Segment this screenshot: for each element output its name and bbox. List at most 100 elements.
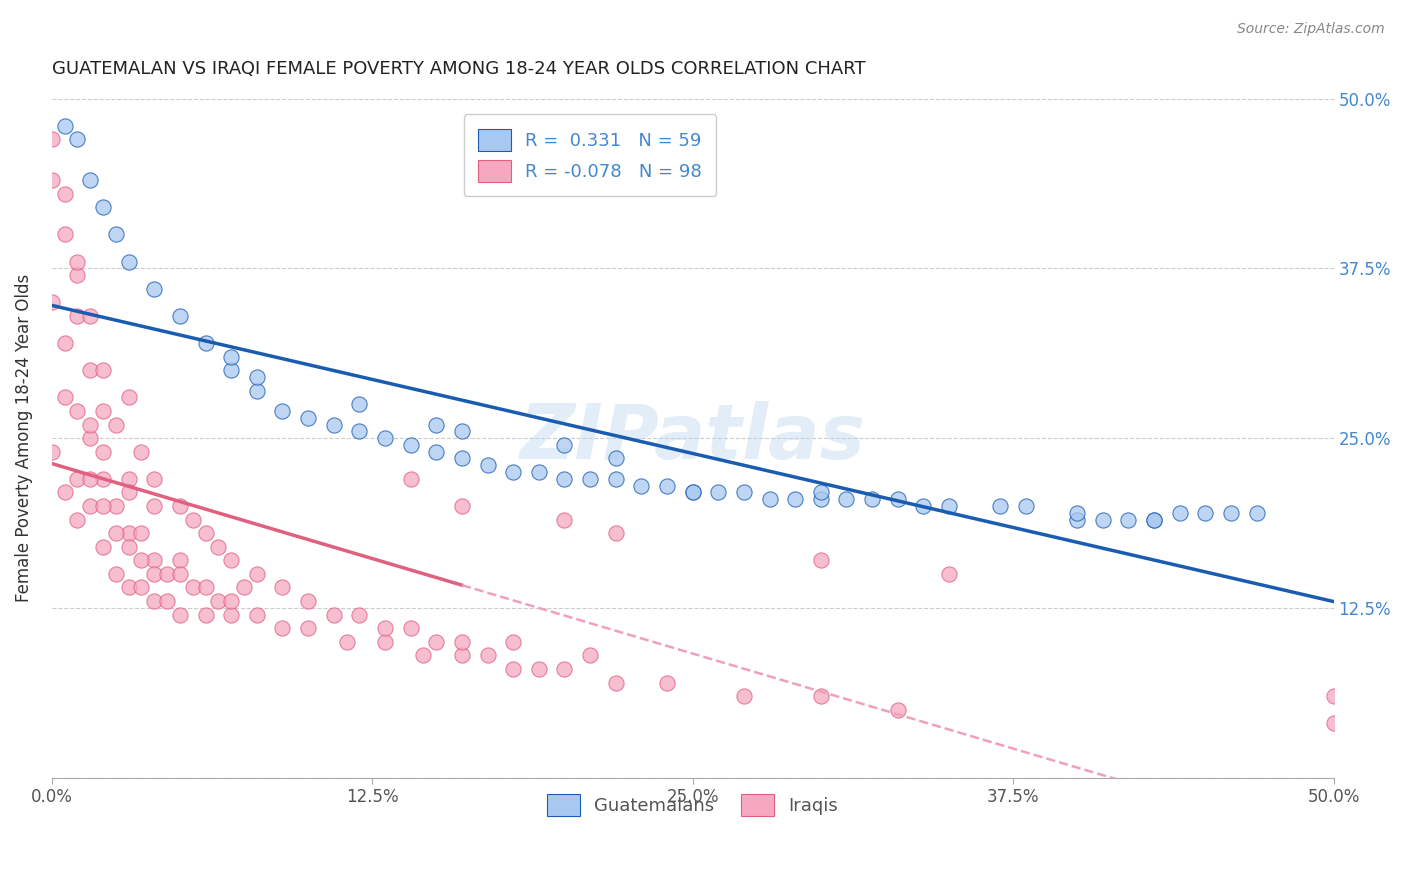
Point: [169, 553, 191, 567]
Point: [91, 444, 114, 458]
Point: [630, 478, 652, 492]
Point: [207, 540, 229, 554]
Point: [553, 512, 575, 526]
Point: [451, 648, 474, 663]
Point: [810, 492, 832, 507]
Point: [91, 472, 114, 486]
Point: [412, 648, 434, 663]
Point: [194, 336, 217, 351]
Point: [118, 526, 141, 541]
Point: [399, 621, 422, 635]
Point: [682, 485, 704, 500]
Point: [156, 594, 179, 608]
Point: [53, 186, 76, 201]
Point: [194, 581, 217, 595]
Point: [322, 607, 344, 622]
Point: [118, 485, 141, 500]
Point: [131, 553, 153, 567]
Point: [41, 444, 63, 458]
Point: [233, 581, 256, 595]
Point: [579, 472, 602, 486]
Point: [1322, 689, 1344, 703]
Point: [553, 662, 575, 676]
Point: [91, 200, 114, 214]
Point: [66, 512, 89, 526]
Point: [219, 363, 242, 377]
Point: [131, 526, 153, 541]
Point: [527, 465, 550, 479]
Point: [425, 444, 447, 458]
Point: [451, 634, 474, 648]
Point: [733, 485, 755, 500]
Point: [66, 254, 89, 268]
Point: [143, 499, 166, 513]
Point: [1322, 716, 1344, 731]
Point: [169, 566, 191, 581]
Point: [143, 566, 166, 581]
Text: GUATEMALAN VS IRAQI FEMALE POVERTY AMONG 18-24 YEAR OLDS CORRELATION CHART: GUATEMALAN VS IRAQI FEMALE POVERTY AMONG…: [52, 60, 865, 78]
Point: [41, 173, 63, 187]
Point: [219, 553, 242, 567]
Point: [181, 581, 204, 595]
Point: [169, 607, 191, 622]
Point: [785, 492, 807, 507]
Point: [53, 119, 76, 133]
Point: [938, 499, 960, 513]
Point: [579, 648, 602, 663]
Point: [451, 451, 474, 466]
Point: [79, 472, 101, 486]
Point: [374, 431, 396, 445]
Point: [322, 417, 344, 432]
Point: [297, 621, 319, 635]
Text: Source: ZipAtlas.com: Source: ZipAtlas.com: [1237, 22, 1385, 37]
Point: [91, 404, 114, 418]
Point: [53, 485, 76, 500]
Point: [425, 417, 447, 432]
Point: [1246, 506, 1268, 520]
Point: [104, 499, 127, 513]
Point: [502, 465, 524, 479]
Point: [477, 458, 499, 473]
Point: [143, 472, 166, 486]
Point: [758, 492, 780, 507]
Point: [810, 689, 832, 703]
Point: [349, 607, 371, 622]
Point: [271, 404, 294, 418]
Point: [1220, 506, 1243, 520]
Point: [1066, 512, 1088, 526]
Point: [502, 662, 524, 676]
Point: [810, 485, 832, 500]
Point: [374, 634, 396, 648]
Point: [938, 566, 960, 581]
Point: [374, 621, 396, 635]
Point: [91, 499, 114, 513]
Point: [79, 431, 101, 445]
Point: [605, 526, 627, 541]
Point: [53, 336, 76, 351]
Point: [131, 444, 153, 458]
Point: [988, 499, 1011, 513]
Point: [527, 662, 550, 676]
Point: [271, 621, 294, 635]
Point: [246, 607, 269, 622]
Point: [156, 566, 179, 581]
Point: [451, 499, 474, 513]
Point: [246, 566, 269, 581]
Point: [399, 472, 422, 486]
Point: [477, 648, 499, 663]
Point: [41, 132, 63, 146]
Point: [707, 485, 730, 500]
Point: [733, 689, 755, 703]
Point: [399, 438, 422, 452]
Point: [605, 675, 627, 690]
Point: [118, 540, 141, 554]
Point: [194, 607, 217, 622]
Legend: Guatemalans, Iraqis: Guatemalans, Iraqis: [540, 787, 845, 822]
Point: [79, 417, 101, 432]
Point: [219, 607, 242, 622]
Point: [1194, 506, 1216, 520]
Point: [810, 553, 832, 567]
Point: [1168, 506, 1191, 520]
Point: [835, 492, 858, 507]
Point: [886, 492, 908, 507]
